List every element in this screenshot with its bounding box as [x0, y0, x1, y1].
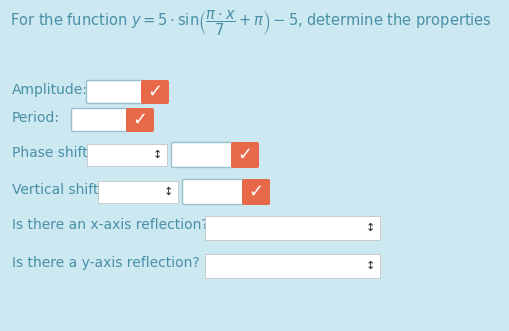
Text: ↕: ↕ [163, 187, 173, 197]
FancyBboxPatch shape [242, 179, 270, 205]
FancyBboxPatch shape [126, 108, 154, 132]
FancyBboxPatch shape [87, 80, 145, 104]
Text: ✓: ✓ [132, 111, 148, 129]
Text: ✓: ✓ [148, 83, 162, 101]
FancyBboxPatch shape [71, 109, 129, 131]
FancyBboxPatch shape [205, 254, 380, 278]
FancyBboxPatch shape [141, 80, 169, 104]
FancyBboxPatch shape [205, 216, 380, 240]
FancyBboxPatch shape [231, 142, 259, 168]
Text: ↕: ↕ [152, 150, 162, 160]
Text: Phase shift:: Phase shift: [12, 146, 92, 160]
Text: ✓: ✓ [248, 183, 264, 201]
Text: ↕: ↕ [365, 223, 375, 233]
Text: Period:: Period: [12, 111, 60, 125]
Text: ✓: ✓ [237, 146, 252, 164]
FancyBboxPatch shape [87, 144, 167, 166]
Text: Amplitude:: Amplitude: [12, 83, 88, 97]
Text: For the function $y = 5 \cdot \sin\!\left(\dfrac{\pi \cdot x}{7} + \pi\right) - : For the function $y = 5 \cdot \sin\!\lef… [10, 8, 492, 37]
Text: Is there an x-axis reflection?: Is there an x-axis reflection? [12, 218, 209, 232]
FancyBboxPatch shape [98, 181, 178, 203]
Text: ↕: ↕ [365, 261, 375, 271]
FancyBboxPatch shape [183, 179, 245, 205]
Text: Is there a y-axis reflection?: Is there a y-axis reflection? [12, 256, 200, 270]
FancyBboxPatch shape [172, 143, 235, 167]
Text: Vertical shift:: Vertical shift: [12, 183, 103, 197]
